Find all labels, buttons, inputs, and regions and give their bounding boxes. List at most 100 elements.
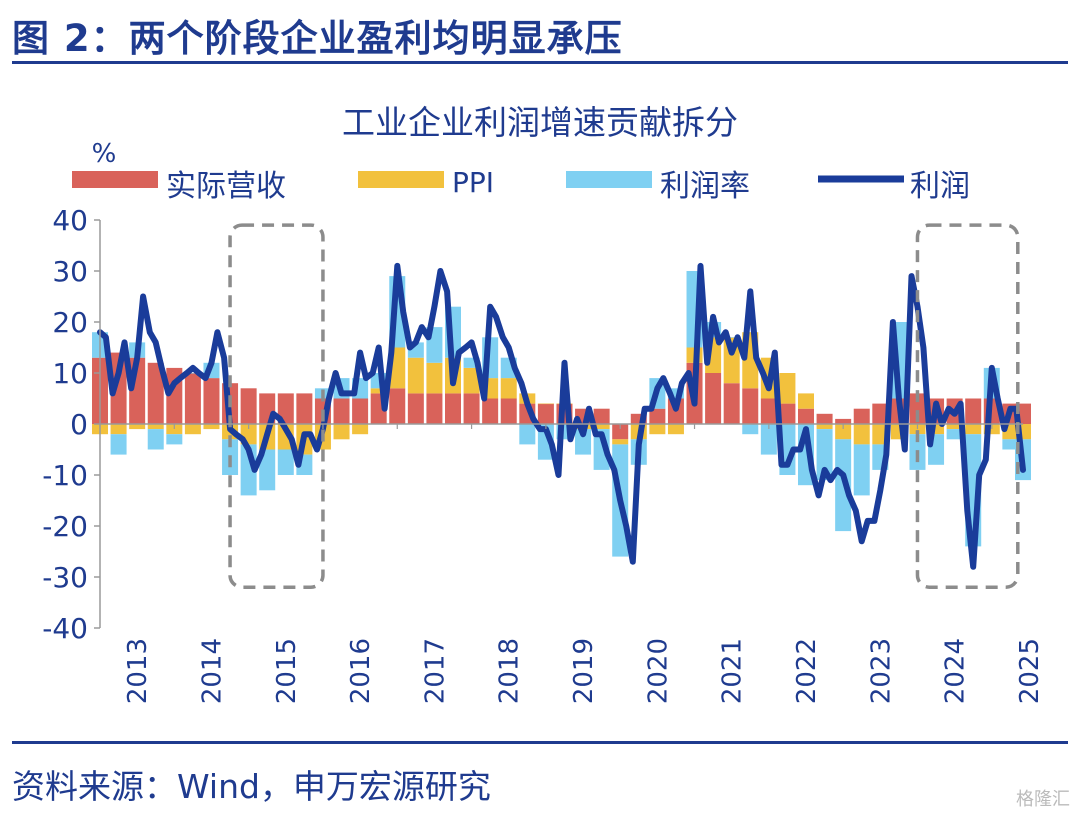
- bar-segment: [352, 398, 369, 424]
- highlight-boxes: [228, 223, 1020, 589]
- source-divider: [12, 741, 1068, 744]
- chart-title: 工业企业利润增速贡献拆分: [342, 103, 738, 142]
- bar-segment: [240, 388, 257, 424]
- bar-segment: [352, 424, 369, 435]
- bar-segment: [593, 408, 610, 424]
- y-tick-label: 10: [52, 357, 88, 390]
- bar-segment: [482, 398, 499, 424]
- x-tick-label: 2013: [123, 638, 153, 704]
- bar-segment: [816, 429, 833, 481]
- bar-segment: [816, 424, 833, 430]
- y-tick-label: -20: [42, 510, 88, 543]
- bar-segment: [500, 378, 517, 399]
- bar-segment: [760, 398, 777, 424]
- bar-segment: [797, 393, 814, 409]
- bar-segment: [612, 439, 629, 445]
- y-unit-label: %: [92, 139, 117, 169]
- bar-segment: [705, 373, 722, 424]
- x-tick-label: 2016: [346, 638, 376, 704]
- bar-segment: [537, 403, 554, 424]
- figure-title: 图 2：两个阶段企业盈利均明显承压: [12, 17, 623, 60]
- bar-segment: [166, 424, 183, 435]
- x-tick-label: 2019: [569, 638, 599, 704]
- bar-segment: [463, 357, 480, 368]
- bar-segment: [872, 403, 889, 424]
- bar-segment: [983, 424, 1000, 435]
- x-tick-label: 2015: [272, 638, 302, 704]
- bar-segment: [463, 393, 480, 424]
- bar-segment: [184, 424, 201, 435]
- y-tick-label: -10: [42, 459, 88, 492]
- bar-segment: [1002, 439, 1019, 450]
- bar-segment: [203, 424, 220, 430]
- chart-legend: 实际营收 PPI 利润率 利润: [72, 166, 970, 204]
- bar-segment: [277, 449, 294, 475]
- bar-segment: [928, 424, 945, 435]
- bar-segment: [426, 393, 443, 424]
- legend-label-profit: 利润: [910, 169, 970, 204]
- bar-segment: [742, 424, 759, 435]
- bar-segment: [779, 373, 796, 404]
- legend-swatch-revenue: [72, 171, 158, 188]
- legend-swatch-ppi: [358, 171, 444, 188]
- highlight-box: [228, 223, 325, 589]
- bar-segment: [203, 378, 220, 424]
- bar-segment: [444, 393, 461, 424]
- x-tick-label: 2018: [495, 638, 525, 704]
- legend-label-revenue: 实际营收: [166, 169, 286, 204]
- bar-segment: [259, 449, 276, 491]
- bar-segment: [184, 373, 201, 424]
- bar-segment: [909, 424, 926, 435]
- bar-segment: [965, 424, 982, 435]
- bar-segment: [519, 424, 536, 445]
- y-tick-label: 40: [52, 204, 88, 237]
- bar-segment: [723, 383, 740, 424]
- bar-segment: [649, 408, 666, 424]
- y-tick-label: -40: [42, 612, 88, 645]
- y-tick-label: 20: [52, 306, 88, 339]
- x-tick-label: 2017: [420, 638, 450, 704]
- bar-segment: [370, 388, 387, 394]
- bar-segment: [760, 424, 777, 455]
- bar-segment: [835, 418, 852, 424]
- bar-segment: [147, 362, 164, 424]
- bar-segment: [575, 429, 592, 455]
- bar-segment: [426, 362, 443, 394]
- bar-segment: [853, 408, 870, 424]
- bar-segment: [147, 429, 164, 450]
- bar-segment: [110, 352, 127, 424]
- bar-segment: [742, 388, 759, 424]
- axes: 40 30 20 10 0 -10 -20 -30 -40 2013 2014 2015 2016 201…: [42, 204, 1045, 704]
- bar-segment: [389, 388, 406, 424]
- bar-segment: [296, 393, 313, 424]
- bar-segment: [667, 388, 684, 399]
- bar-segment: [612, 424, 629, 440]
- x-tick-label: 2022: [792, 638, 822, 704]
- bar-segment: [946, 429, 963, 440]
- title-divider: [12, 61, 1068, 64]
- bar-segment: [110, 434, 127, 455]
- bar-segment: [946, 424, 963, 430]
- profit-line-layer: [97, 262, 1026, 570]
- x-tick-label: 2024: [941, 638, 971, 704]
- bar-segment: [277, 393, 294, 424]
- bar-segment: [649, 424, 666, 435]
- legend-label-ppi: PPI: [452, 166, 494, 199]
- highlight-box: [915, 223, 1020, 589]
- bar-segment: [630, 413, 647, 424]
- bar-segment: [500, 398, 517, 424]
- source-note: 资料来源：Wind，申万宏源研究: [12, 767, 491, 806]
- x-tick-label: 2014: [197, 638, 227, 704]
- bar-segment: [333, 424, 350, 440]
- bar-segment: [129, 424, 146, 430]
- bar-segment: [853, 444, 870, 496]
- legend-label-margin: 利润率: [660, 169, 750, 204]
- bar-segment: [407, 393, 424, 424]
- x-tick-label: 2023: [866, 638, 896, 704]
- bar-segment: [147, 424, 164, 430]
- x-tick-label: 2020: [643, 638, 673, 704]
- bar-segment: [593, 424, 610, 430]
- bar-segment: [333, 398, 350, 424]
- bar-segment: [184, 373, 201, 374]
- bar-segment: [835, 424, 852, 440]
